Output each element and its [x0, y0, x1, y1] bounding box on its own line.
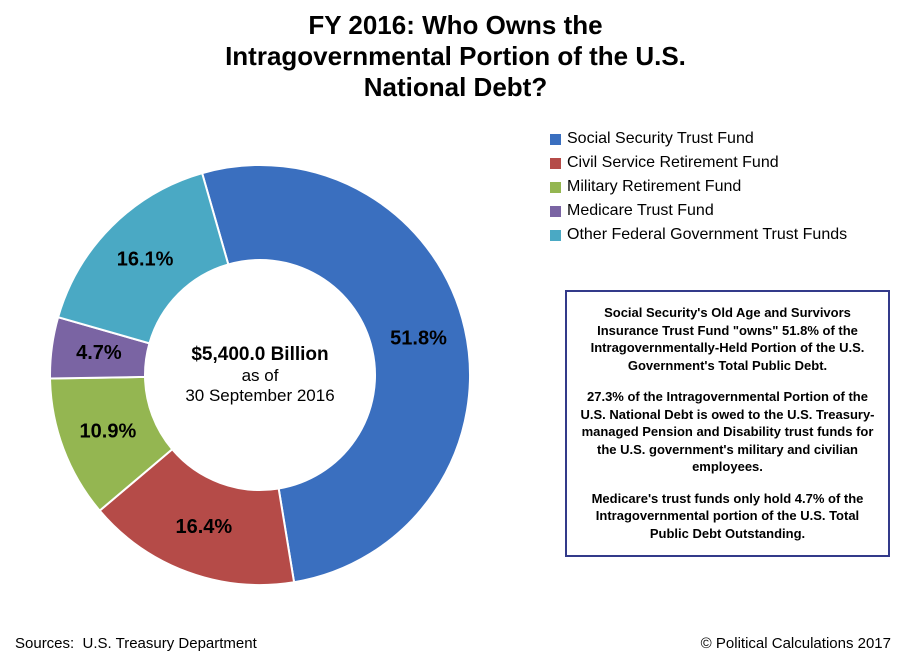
legend-item: Military Retirement Fund [550, 178, 890, 196]
donut-chart: 51.8% 16.4% 10.9% 4.7% 16.1% $5,400.0 Billio… [25, 155, 495, 595]
donut-slice-label: 16.4% [175, 516, 232, 538]
legend-label: Other Federal Government Trust Funds [567, 226, 847, 244]
legend-item: Other Federal Government Trust Funds [550, 226, 890, 244]
donut-slice-label: 10.9% [80, 420, 137, 442]
legend-swatch [550, 230, 561, 241]
info-paragraph-1: Social Security's Old Age and Survivors … [577, 304, 878, 374]
legend-swatch [550, 206, 561, 217]
legend: Social Security Trust Fund Civil Service … [550, 130, 890, 250]
info-paragraph-2: 27.3% of the Intragovernmental Portion o… [577, 388, 878, 476]
legend-item: Civil Service Retirement Fund [550, 154, 890, 172]
legend-swatch [550, 158, 561, 169]
sources-text: Sources: U.S. Treasury Department [15, 635, 257, 652]
center-sub2: 30 September 2016 [160, 386, 360, 406]
title-line-1: FY 2016: Who Owns the [0, 10, 911, 41]
donut-slice-label: 4.7% [76, 342, 122, 364]
info-box: Social Security's Old Age and Survivors … [565, 290, 890, 557]
legend-label: Medicare Trust Fund [567, 202, 714, 220]
center-amount: $5,400.0 Billion [160, 344, 360, 366]
legend-swatch [550, 134, 561, 145]
legend-swatch [550, 182, 561, 193]
legend-item: Social Security Trust Fund [550, 130, 890, 148]
copyright-text: © Political Calculations 2017 [701, 635, 891, 652]
center-sub1: as of [160, 366, 360, 386]
donut-slice-label: 16.1% [117, 248, 174, 270]
sources-value: U.S. Treasury Department [83, 635, 257, 652]
legend-label: Social Security Trust Fund [567, 130, 754, 148]
info-paragraph-3: Medicare's trust funds only hold 4.7% of… [577, 490, 878, 543]
donut-center-text: $5,400.0 Billion as of 30 September 2016 [160, 344, 360, 406]
sources-label: Sources: [15, 635, 74, 652]
donut-slice-label: 51.8% [390, 328, 447, 350]
title-line-2: Intragovernmental Portion of the U.S. [0, 41, 911, 72]
chart-title: FY 2016: Who Owns the Intragovernmental … [0, 10, 911, 104]
title-line-3: National Debt? [0, 72, 911, 103]
legend-label: Military Retirement Fund [567, 178, 741, 196]
legend-item: Medicare Trust Fund [550, 202, 890, 220]
legend-label: Civil Service Retirement Fund [567, 154, 779, 172]
